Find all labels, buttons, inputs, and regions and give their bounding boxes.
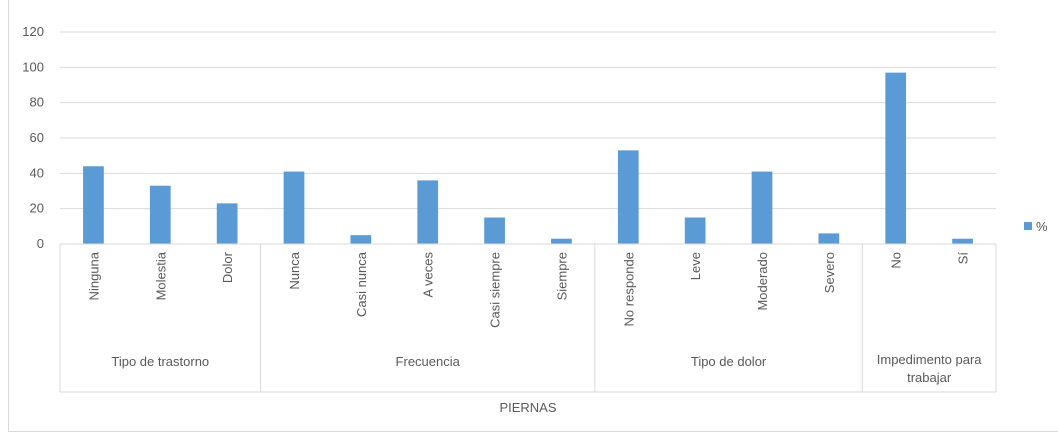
bar [751,171,773,244]
category-label: Ninguna [86,251,101,300]
bar [617,150,639,244]
bar [551,238,572,244]
y-tick-label: 20 [30,201,44,216]
group-label: trabajar [907,370,952,385]
y-tick-label: 0 [37,236,44,251]
category-label: Severo [822,252,837,293]
category-label: Sí [956,252,971,265]
group-label: Tipo de dolor [691,354,767,369]
bar [684,217,706,244]
bar [283,171,305,244]
bar [417,180,439,244]
legend-swatch [1024,222,1032,230]
category-label: Moderado [755,252,770,311]
y-tick-label: 100 [22,59,44,74]
bar [350,235,372,244]
y-tick-label: 80 [30,95,44,110]
group-label: Frecuencia [396,354,461,369]
bar [952,238,973,244]
x-axis-title: PIERNAS [499,400,556,415]
bar [149,185,171,244]
bar [83,166,104,244]
category-label: No responde [621,252,636,326]
category-label: Siempre [554,252,569,300]
category-label: Dolor [220,251,235,283]
bar [885,72,907,244]
category-label: Leve [688,252,703,280]
category-label: Molestia [153,251,168,300]
category-label: No [889,252,904,269]
legend-label: % [1036,219,1048,234]
chart-frame [8,0,1058,432]
category-label: Casi siempre [488,252,503,328]
y-tick-label: 40 [30,165,44,180]
y-tick-label: 120 [22,24,44,39]
y-tick-label: 60 [30,130,44,145]
category-label: A veces [421,252,436,298]
group-label: Impedimento para [877,352,983,367]
bar [484,217,505,244]
category-label: Casi nunca [354,251,369,317]
bar [216,203,238,244]
bar [818,233,840,244]
group-label: Tipo de trastorno [111,354,209,369]
category-label: Nunca [287,251,302,289]
